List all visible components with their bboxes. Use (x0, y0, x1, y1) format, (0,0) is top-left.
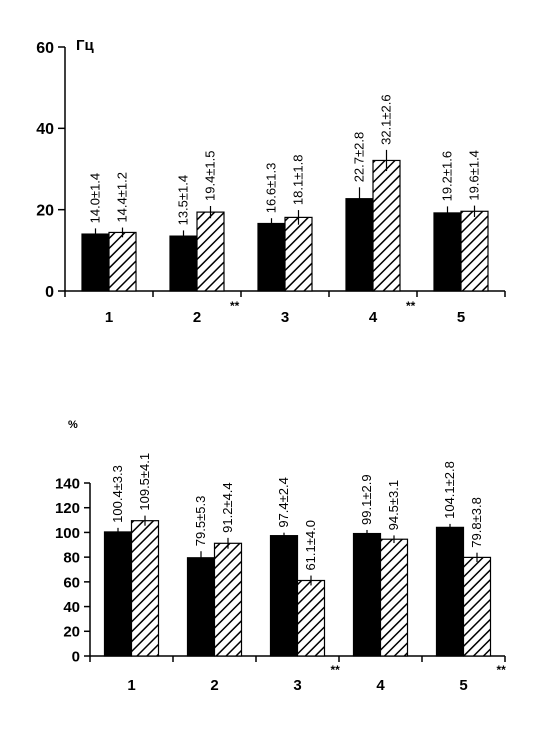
bar-value-label: 19.4±1.5 (203, 150, 218, 201)
y-tick-label: 80 (63, 550, 80, 567)
bar-solid (257, 222, 286, 292)
x-tick-label: 3 (281, 309, 289, 326)
bar-hatched (196, 211, 225, 292)
unit-label: Гц (76, 37, 95, 54)
y-tick-label: 140 (55, 475, 80, 492)
bar-solid (186, 557, 216, 657)
x-tick-label: 5 (457, 309, 465, 326)
bar-value-label: 19.2±1.6 (440, 151, 455, 202)
x-tick-label: 3 (293, 677, 301, 694)
bar-value-label: 79.5±5.3 (193, 496, 208, 547)
y-tick-label: 40 (63, 599, 80, 616)
bar-value-label: 22.7±2.8 (352, 132, 367, 183)
x-tick-label: 1 (127, 677, 135, 694)
bar-value-label: 13.5±1.4 (176, 175, 191, 226)
x-tick-label: 2 (210, 677, 218, 694)
bar-value-label: 79.8±3.8 (469, 497, 484, 548)
bar-value-label: 32.1±2.6 (379, 94, 394, 145)
bar-solid (345, 198, 374, 292)
bar-value-label: 91.2±4.4 (220, 482, 235, 533)
x-tick-label: 2 (193, 309, 201, 326)
x-tick-label: 4 (369, 309, 378, 326)
bar-value-label: 104.1±2.8 (442, 461, 457, 519)
bar-hatched (108, 231, 137, 292)
y-tick-label: 120 (55, 500, 80, 517)
significance-mark: ** (331, 663, 341, 677)
bar-solid (81, 233, 110, 292)
bar-hatched (460, 210, 489, 292)
y-tick-label: 40 (36, 121, 54, 138)
bar-solid (103, 531, 133, 657)
significance-mark: ** (497, 663, 507, 677)
bar-value-label: 99.1±2.9 (359, 474, 374, 525)
y-tick-label: 0 (72, 648, 80, 665)
bar-value-label: 97.4±2.4 (276, 477, 291, 528)
y-tick-label: 60 (36, 40, 54, 57)
bar-solid (169, 235, 198, 292)
bar-hatched (284, 216, 313, 292)
bar-value-label: 109.5±4.1 (137, 453, 152, 511)
bar-value-label: 16.6±1.3 (264, 163, 279, 214)
bar-solid (433, 212, 462, 292)
y-tick-label: 100 (55, 525, 80, 542)
x-tick-label: 1 (105, 309, 113, 326)
bar-solid (435, 526, 465, 657)
bar-value-label: 14.0±1.4 (88, 173, 103, 224)
bar-value-label: 100.4±3.3 (110, 465, 125, 523)
significance-mark: ** (406, 299, 416, 313)
unit-label: % (68, 419, 78, 431)
bar-value-label: 94.5±3.1 (386, 480, 401, 531)
bar-value-label: 18.1±1.8 (291, 155, 306, 206)
x-tick-label: 4 (376, 677, 385, 694)
significance-mark: ** (230, 299, 240, 313)
bar-value-label: 19.6±1.4 (467, 150, 482, 201)
bar-hatched (372, 159, 401, 292)
y-tick-label: 60 (63, 574, 80, 591)
bar-hatched (379, 538, 409, 657)
bar-solid (352, 532, 382, 657)
y-tick-label: 0 (45, 284, 54, 301)
bar-hatched (213, 542, 243, 657)
x-tick-label: 5 (459, 677, 467, 694)
bar-solid (269, 535, 299, 657)
bar-value-label: 14.4±1.2 (115, 172, 130, 223)
bar-hatched (462, 556, 492, 657)
bar-hatched (130, 520, 160, 657)
y-tick-label: 20 (36, 202, 54, 219)
y-tick-label: 20 (63, 624, 80, 641)
bar-hatched (296, 579, 326, 657)
bar-value-label: 61.1±4.0 (303, 520, 318, 571)
